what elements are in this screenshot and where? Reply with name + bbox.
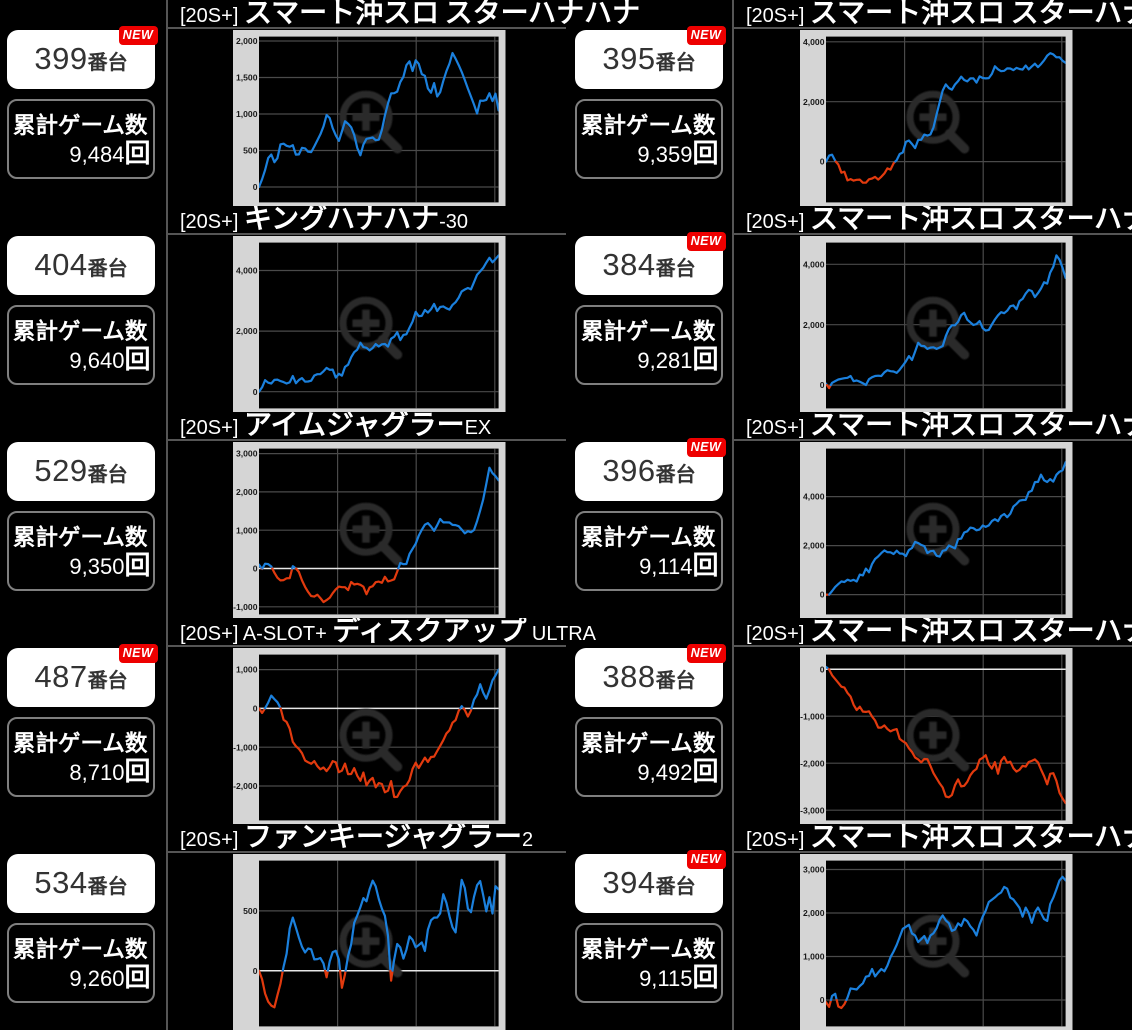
svg-text:2,000: 2,000 (236, 487, 258, 497)
svg-text:1,000: 1,000 (236, 664, 258, 674)
svg-text:500: 500 (243, 906, 258, 916)
svg-text:0: 0 (253, 966, 258, 976)
svg-text:2,000: 2,000 (803, 908, 825, 918)
svg-text:0: 0 (820, 589, 825, 599)
svg-text:0: 0 (820, 380, 825, 390)
svg-text:0: 0 (820, 664, 825, 674)
svg-text:4,000: 4,000 (803, 37, 825, 47)
svg-text:-1,000: -1,000 (800, 711, 825, 721)
svg-text:500: 500 (243, 145, 258, 155)
svg-text:-3,000: -3,000 (800, 805, 825, 815)
svg-text:1,500: 1,500 (236, 72, 258, 82)
svg-text:2,000: 2,000 (236, 326, 258, 336)
svg-text:2,000: 2,000 (803, 540, 825, 550)
svg-text:1,000: 1,000 (236, 525, 258, 535)
svg-text:4,000: 4,000 (803, 491, 825, 501)
svg-text:3,000: 3,000 (803, 864, 825, 874)
svg-text:2,000: 2,000 (803, 97, 825, 107)
svg-text:1,000: 1,000 (803, 951, 825, 961)
svg-text:-2,000: -2,000 (233, 781, 258, 791)
svg-text:0: 0 (820, 156, 825, 166)
svg-text:4,000: 4,000 (803, 259, 825, 269)
svg-text:-2,000: -2,000 (800, 758, 825, 768)
svg-text:3,000: 3,000 (236, 448, 258, 458)
svg-text:0: 0 (253, 182, 258, 192)
svg-text:-1,000: -1,000 (233, 742, 258, 752)
svg-text:2,000: 2,000 (236, 36, 258, 46)
svg-text:-1,000: -1,000 (233, 602, 258, 612)
svg-text:0: 0 (253, 563, 258, 573)
svg-text:4,000: 4,000 (236, 265, 258, 275)
svg-text:0: 0 (253, 387, 258, 397)
svg-text:0: 0 (820, 995, 825, 1005)
svg-text:0: 0 (253, 703, 258, 713)
svg-text:2,000: 2,000 (803, 320, 825, 330)
svg-text:1,000: 1,000 (236, 109, 258, 119)
